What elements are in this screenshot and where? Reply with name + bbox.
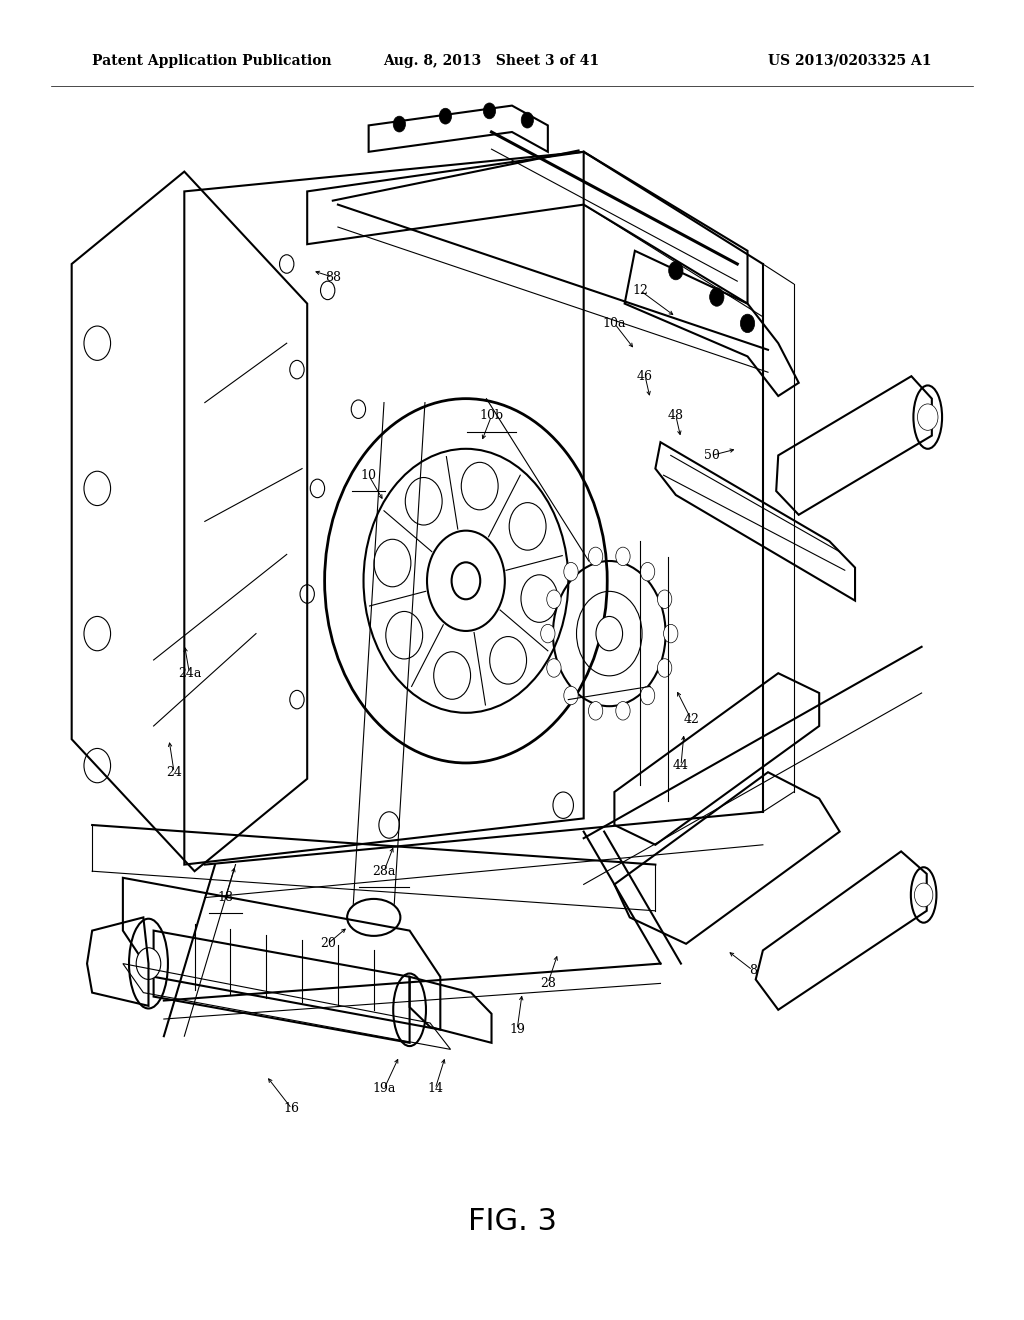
Circle shape (657, 590, 672, 609)
Text: 88: 88 (325, 271, 341, 284)
Text: 24a: 24a (178, 667, 201, 680)
Text: 24: 24 (166, 766, 182, 779)
Text: 44: 44 (673, 759, 689, 772)
Circle shape (589, 548, 603, 566)
Circle shape (136, 948, 161, 979)
Text: 10b: 10b (479, 409, 504, 422)
Text: 28: 28 (540, 977, 556, 990)
Circle shape (434, 652, 471, 700)
Circle shape (393, 116, 406, 132)
Text: 10: 10 (360, 469, 377, 482)
Circle shape (452, 562, 480, 599)
Circle shape (406, 478, 442, 525)
Circle shape (386, 611, 423, 659)
Circle shape (521, 574, 558, 622)
Circle shape (461, 462, 498, 510)
Text: Aug. 8, 2013   Sheet 3 of 41: Aug. 8, 2013 Sheet 3 of 41 (383, 54, 600, 67)
Text: 20: 20 (319, 937, 336, 950)
Text: Patent Application Publication: Patent Application Publication (92, 54, 332, 67)
Circle shape (640, 686, 654, 705)
Circle shape (547, 590, 561, 609)
Circle shape (521, 112, 534, 128)
Circle shape (669, 261, 683, 280)
Text: 10a: 10a (603, 317, 626, 330)
Text: 12: 12 (632, 284, 648, 297)
Text: 46: 46 (637, 370, 653, 383)
Circle shape (918, 404, 938, 430)
Circle shape (710, 288, 724, 306)
Text: 16: 16 (284, 1102, 300, 1115)
Circle shape (564, 562, 579, 581)
Text: 14: 14 (427, 1082, 443, 1096)
Text: 19: 19 (509, 1023, 525, 1036)
Circle shape (374, 540, 411, 587)
Circle shape (483, 103, 496, 119)
Text: 8: 8 (749, 964, 757, 977)
Circle shape (489, 636, 526, 684)
Circle shape (509, 503, 546, 550)
Circle shape (657, 659, 672, 677)
Circle shape (564, 686, 579, 705)
Circle shape (596, 616, 623, 651)
Text: 28a: 28a (373, 865, 395, 878)
Text: 19a: 19a (373, 1082, 395, 1096)
Text: US 2013/0203325 A1: US 2013/0203325 A1 (768, 54, 932, 67)
Circle shape (589, 701, 603, 719)
Text: 42: 42 (683, 713, 699, 726)
Circle shape (547, 659, 561, 677)
Circle shape (640, 562, 654, 581)
Text: 18: 18 (217, 891, 233, 904)
Circle shape (914, 883, 933, 907)
Circle shape (664, 624, 678, 643)
Circle shape (439, 108, 452, 124)
Text: 50: 50 (703, 449, 720, 462)
Text: FIG. 3: FIG. 3 (468, 1206, 556, 1236)
Circle shape (615, 701, 630, 719)
Circle shape (615, 548, 630, 566)
Text: 48: 48 (668, 409, 684, 422)
Circle shape (541, 624, 555, 643)
Circle shape (740, 314, 755, 333)
